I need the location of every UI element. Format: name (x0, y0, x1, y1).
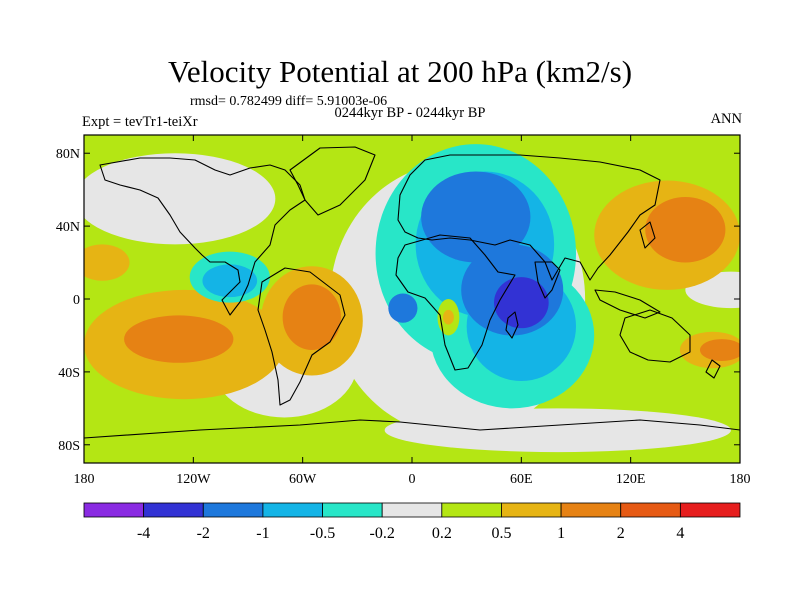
field-positive-e-pacific-n (84, 244, 130, 281)
colorbar-label: 0.5 (491, 525, 511, 542)
season-label: ANN (710, 111, 742, 127)
colorbar-swatch (501, 502, 562, 518)
coast-south-america (257, 267, 346, 406)
coast-new-zealand (705, 359, 721, 379)
colorbar-swatch (560, 502, 622, 518)
chart-title: Velocity Potential at 200 hPa (km2/s) (167, 54, 633, 89)
x-tick-label: 0 (409, 472, 416, 487)
colorbar: -4 -2 -1 -0.5 -0.2 0.2 0.5 1 2 4 (83, 502, 741, 542)
coast-india (534, 261, 561, 299)
y-tick-label: 80S (58, 439, 80, 454)
axes: 180 120W 60W 0 60E 120E 180 80N 40N 0 40S 80S (56, 135, 751, 487)
field-neg-mid-n-america (202, 264, 258, 298)
colorbar-swatch (620, 502, 681, 518)
field-strong-s-africa (442, 309, 454, 325)
colorbar-label: -1 (256, 525, 269, 542)
field-strong-e-pacific-s (699, 339, 740, 361)
colorbar-label: -4 (137, 525, 150, 542)
field-neg-max-indian (493, 277, 549, 329)
coast-greenland (289, 146, 376, 216)
y-tick-label: 40N (56, 220, 80, 235)
period-label: 0244kyr BP - 0244kyr BP (334, 105, 486, 121)
field-strong-w-pacific (645, 196, 726, 263)
field-strong-s-america (282, 284, 341, 351)
x-tick-label: 60W (289, 472, 317, 487)
field-neg-strong-europe (421, 171, 531, 263)
colorbar-label: -0.2 (370, 525, 395, 542)
coast-antarctica (84, 419, 740, 439)
field-neutral-s-band (384, 408, 731, 453)
colorbar-swatch (202, 502, 264, 518)
field-neutral-n-pacific (84, 153, 276, 245)
coast-madagascar (505, 311, 519, 339)
colorbar-label: -2 (197, 525, 210, 542)
coast-africa (395, 234, 516, 371)
coast-north-america (99, 157, 306, 316)
colorbar-swatch (83, 502, 145, 518)
y-tick-label: 0 (73, 293, 80, 308)
coast-eurasia (397, 154, 661, 281)
x-tick-label: 120E (616, 472, 646, 487)
colorbar-swatch (441, 502, 502, 518)
colorbar-swatch (381, 502, 443, 518)
contour-fields (84, 135, 740, 463)
colorbar-label: -0.5 (310, 525, 335, 542)
colorbar-swatch (322, 502, 383, 518)
stats-label: rmsd= 0.782499 diff= 5.91003e-06 (190, 94, 388, 109)
y-tick-label: 80N (56, 147, 80, 162)
coast-indonesia (594, 289, 661, 319)
colorbar-label: 1 (557, 525, 565, 542)
coast-australia (619, 309, 691, 363)
y-tick-label: 40S (58, 366, 80, 381)
coast-japan (639, 221, 656, 249)
x-tick-label: 60E (510, 472, 533, 487)
x-tick-label: 120W (176, 472, 211, 487)
field-strong-s-pacific (124, 315, 234, 363)
colorbar-label: 2 (617, 525, 625, 542)
field-neg-strong-w-africa (388, 293, 418, 323)
experiment-label: Expt = tevTr1-teiXr (82, 114, 198, 130)
coastlines (84, 146, 740, 439)
x-tick-label: 180 (730, 472, 751, 487)
colorbar-swatch (143, 502, 204, 518)
colorbar-label: 4 (676, 525, 684, 542)
colorbar-swatch (679, 502, 741, 518)
colorbar-swatch (262, 502, 323, 518)
x-tick-label: 180 (74, 472, 95, 487)
colorbar-label: 0.2 (432, 525, 452, 542)
